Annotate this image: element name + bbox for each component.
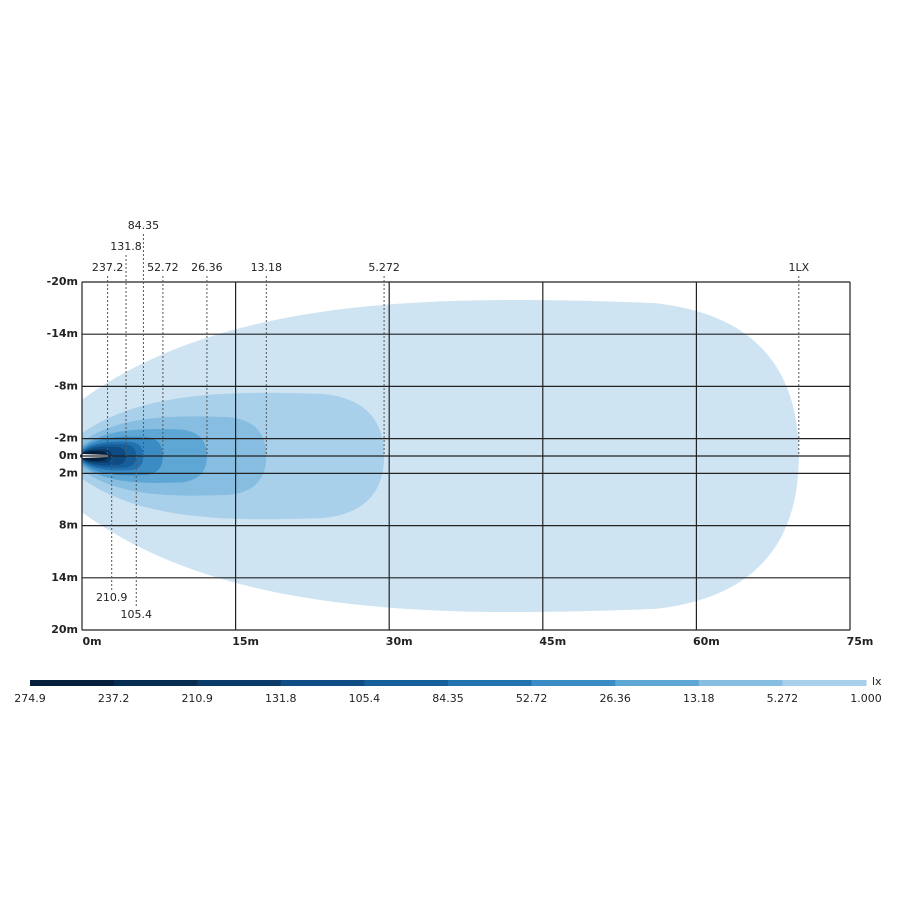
colorbar-label: 5.272	[767, 692, 799, 705]
x-tick-label: 45m	[539, 635, 566, 648]
colorbar-label: 237.2	[98, 692, 130, 705]
y-tick-label: 8m	[59, 519, 78, 532]
y-tick-label: -8m	[54, 379, 78, 392]
y-tick-label: 0m	[59, 449, 78, 462]
contour-label: 131.8	[110, 240, 142, 253]
contour-label: 13.18	[251, 261, 283, 274]
colorbar-segment	[280, 680, 365, 686]
colorbar-segment	[197, 680, 282, 686]
y-tick-label: 2m	[59, 466, 78, 479]
y-tick-label: 20m	[51, 623, 78, 636]
y-tick-label: -20m	[47, 275, 78, 288]
colorbar-label: 210.9	[181, 692, 213, 705]
contour-label: 5.272	[368, 261, 400, 274]
colorbar-label: 1.000	[850, 692, 882, 705]
colorbar-label: 26.36	[599, 692, 631, 705]
x-tick-label: 75m	[847, 635, 874, 648]
contour-label: 210.9	[96, 591, 128, 604]
colorbar-label: 13.18	[683, 692, 715, 705]
colorbar-label: 131.8	[265, 692, 297, 705]
colorbar-segment	[698, 680, 783, 686]
contour-label: 1LX	[788, 261, 809, 274]
colorbar-label: 84.35	[432, 692, 464, 705]
x-tick-label: 15m	[232, 635, 259, 648]
colorbar-segment	[615, 680, 700, 686]
x-tick-label: 60m	[693, 635, 720, 648]
contour-label: 26.36	[191, 261, 223, 274]
colorbar-segment	[364, 680, 449, 686]
colorbar-label: 52.72	[516, 692, 548, 705]
contour-label: 52.72	[147, 261, 179, 274]
contour-label: 237.2	[92, 261, 124, 274]
colorbar-unit: lx	[872, 675, 882, 688]
colorbar-segment	[531, 680, 616, 686]
x-tick-label: 0m	[82, 635, 101, 648]
contour-label: 105.4	[121, 608, 153, 621]
y-tick-label: -2m	[54, 432, 78, 445]
contour-label: 84.35	[128, 219, 160, 232]
y-tick-label: 14m	[51, 571, 78, 584]
colorbar-segment	[782, 680, 867, 686]
y-tick-label: -14m	[47, 327, 78, 340]
x-tick-label: 30m	[386, 635, 413, 648]
colorbar-label: 274.9	[14, 692, 46, 705]
colorbar-segment	[30, 680, 115, 686]
colorbar-segment	[448, 680, 533, 686]
colorbar-label: 105.4	[349, 692, 381, 705]
colorbar-segment	[113, 680, 198, 686]
